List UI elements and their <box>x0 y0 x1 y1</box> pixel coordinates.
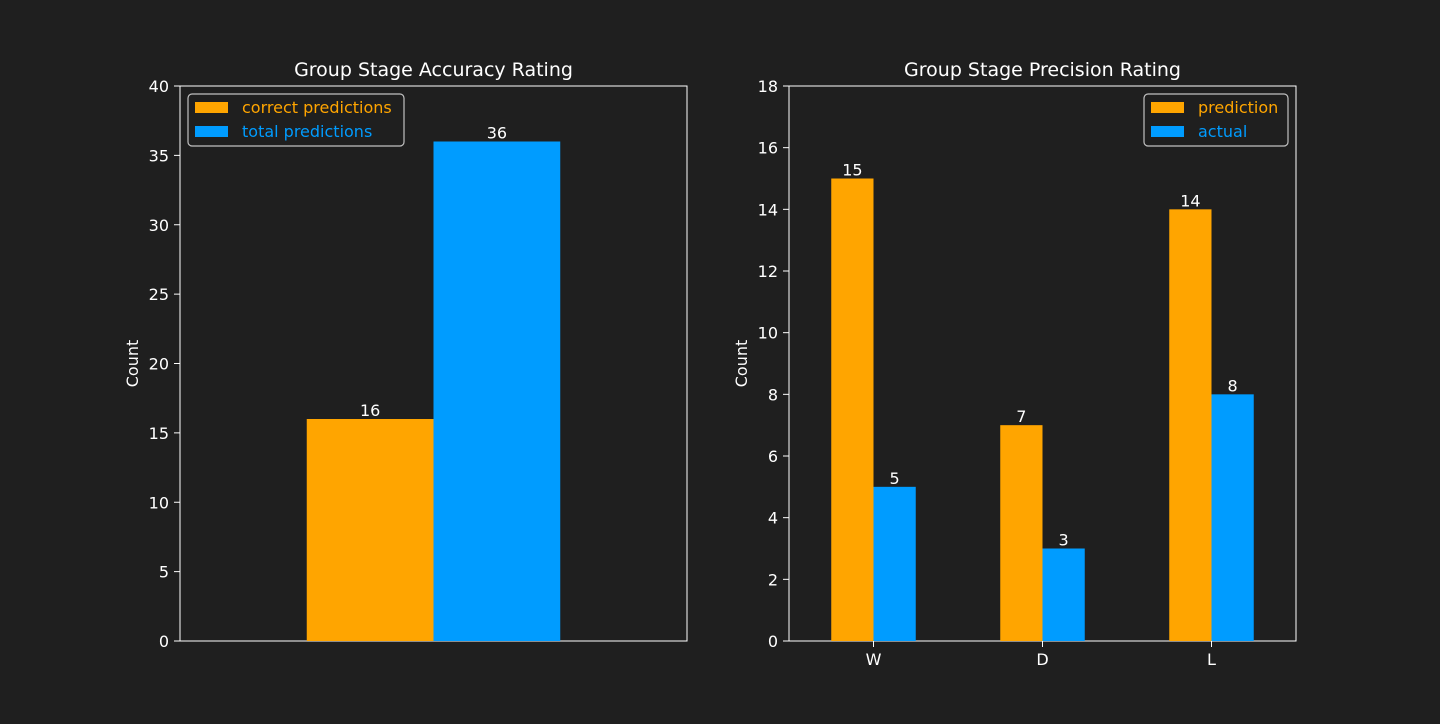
accuracy-y-tick-label: 40 <box>149 77 169 96</box>
accuracy-y-tick-label: 0 <box>159 632 169 651</box>
accuracy-bar-value-label: 16 <box>360 401 380 420</box>
precision-y-tick-label: 4 <box>768 509 778 528</box>
accuracy-y-tick-label: 10 <box>149 493 169 512</box>
precision-y-tick-label: 2 <box>768 570 778 589</box>
precision-bar-value-label: 8 <box>1228 376 1238 395</box>
precision-chart: 0 2 4 6 8 10 12 14 16 18 15 5 W 7 3 D 14 8 L Group Stage Pr… <box>732 59 1297 669</box>
accuracy-chart-title: Group Stage Accuracy Rating <box>294 59 573 81</box>
precision-bar-prediction-d <box>1000 425 1043 641</box>
precision-legend-swatch <box>1151 126 1184 137</box>
accuracy-y-axis-label: Count <box>123 340 142 388</box>
precision-x-tick-label: D <box>1036 650 1048 669</box>
accuracy-bar-correct-predictions <box>306 419 434 641</box>
accuracy-y-tick-label: 15 <box>149 424 169 443</box>
accuracy-y-tick-label: 20 <box>149 355 169 374</box>
accuracy-bar-total-predictions <box>433 141 561 641</box>
accuracy-legend-swatch <box>195 126 228 137</box>
precision-bar-value-label: 5 <box>890 469 900 488</box>
precision-bar-prediction-w <box>831 178 874 641</box>
accuracy-bar-value-label: 36 <box>487 124 507 143</box>
accuracy-y-tick-label: 30 <box>149 216 169 235</box>
precision-x-tick-label: L <box>1207 650 1216 669</box>
precision-bar-actual-l <box>1211 394 1254 641</box>
precision-bar-value-label: 15 <box>842 161 862 180</box>
precision-y-tick-label: 14 <box>758 200 778 219</box>
accuracy-legend: correct predictions total predictions <box>187 93 405 147</box>
accuracy-legend-label: correct predictions <box>242 98 392 117</box>
precision-y-axis-label: Count <box>732 340 751 388</box>
accuracy-legend-box <box>187 93 405 147</box>
precision-bar-actual-w <box>873 486 916 641</box>
accuracy-legend-swatch <box>195 102 228 113</box>
precision-x-tick-label: W <box>866 650 882 669</box>
precision-y-tick-label: 6 <box>768 447 778 466</box>
precision-bar-value-label: 14 <box>1180 191 1200 210</box>
precision-bar-value-label: 3 <box>1059 531 1069 550</box>
precision-y-tick-label: 16 <box>758 139 778 158</box>
accuracy-chart: 0 5 10 15 20 25 30 35 40 16 36 Group Stage Accuracy… <box>123 59 688 651</box>
precision-bar-value-label: 7 <box>1016 407 1026 426</box>
precision-y-tick-label: 10 <box>758 324 778 343</box>
precision-y-tick-label: 12 <box>758 262 778 281</box>
precision-y-tick-label: 18 <box>758 77 778 96</box>
accuracy-legend-label: total predictions <box>242 122 372 141</box>
precision-bar-prediction-l <box>1169 209 1212 642</box>
accuracy-y-tick-label: 25 <box>149 285 169 304</box>
precision-chart-title: Group Stage Precision Rating <box>904 59 1181 81</box>
precision-legend-swatch <box>1151 102 1184 113</box>
precision-legend-label: actual <box>1198 122 1247 141</box>
precision-y-tick-label: 8 <box>768 385 778 404</box>
precision-legend: prediction actual <box>1143 93 1289 147</box>
accuracy-y-tick-label: 5 <box>159 563 169 582</box>
precision-y-tick-label: 0 <box>768 632 778 651</box>
precision-bar-actual-d <box>1042 548 1085 641</box>
accuracy-y-tick-label: 35 <box>149 146 169 165</box>
precision-legend-label: prediction <box>1198 98 1278 117</box>
